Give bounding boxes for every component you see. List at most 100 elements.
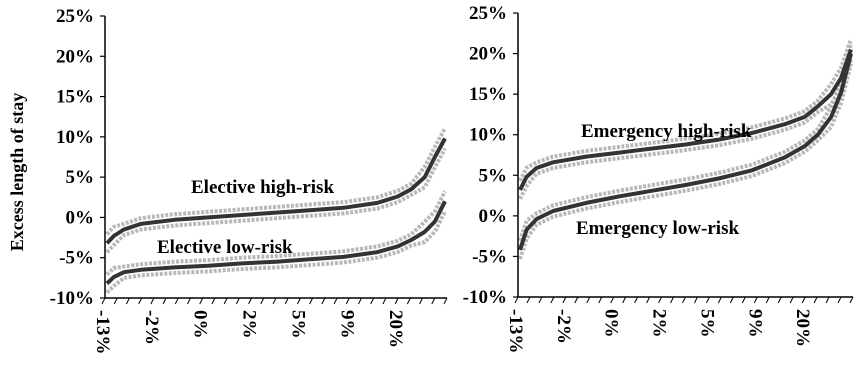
y-axis-ticks: -10% -5% 0% 5% 10% 15% 20% 25% bbox=[50, 6, 105, 309]
x-tick-label: 2% bbox=[239, 310, 260, 339]
x-tick-label: 20% bbox=[792, 309, 813, 347]
x-tick-mark bbox=[610, 296, 615, 304]
confidence-bands bbox=[105, 127, 447, 294]
x-tick-mark bbox=[248, 297, 253, 305]
x-tick-mark bbox=[309, 297, 314, 305]
x-tick-mark bbox=[789, 296, 794, 304]
x-tick-label: 2% bbox=[649, 309, 670, 338]
x-tick-mark bbox=[765, 296, 770, 304]
series-line bbox=[518, 53, 853, 251]
x-tick-mark bbox=[284, 297, 289, 305]
x-tick-mark bbox=[125, 297, 130, 305]
y-tick-label: 15% bbox=[56, 87, 94, 108]
x-tick-mark bbox=[777, 296, 782, 304]
confidence-band-line bbox=[105, 210, 447, 294]
x-tick-label: -13% bbox=[505, 309, 526, 353]
x-tick-mark bbox=[694, 296, 698, 304]
x-tick-mark bbox=[382, 297, 387, 305]
x-tick-mark bbox=[406, 297, 411, 305]
x-tick-mark bbox=[162, 297, 167, 305]
y-tick-label: 25% bbox=[469, 3, 507, 24]
x-tick-mark bbox=[574, 296, 579, 304]
axes bbox=[104, 16, 447, 299]
x-tick-label: -2% bbox=[553, 309, 574, 344]
x-tick-mark bbox=[296, 297, 301, 305]
x-tick-mark bbox=[150, 297, 155, 305]
y-tick-label: -10% bbox=[50, 288, 94, 309]
x-tick-mark bbox=[729, 296, 734, 304]
x-tick-mark bbox=[825, 296, 830, 304]
x-tick-mark bbox=[634, 296, 639, 304]
x-tick-mark bbox=[586, 296, 591, 304]
x-tick-mark bbox=[211, 297, 216, 305]
x-tick-mark bbox=[670, 296, 674, 304]
y-tick-label: 5% bbox=[479, 165, 508, 186]
y-tick-label: 25% bbox=[56, 6, 94, 27]
x-tick-mark bbox=[849, 296, 854, 304]
confidence-band-line bbox=[518, 38, 853, 182]
series-label-elective-high-risk: Elective high-risk bbox=[191, 177, 334, 198]
x-tick-mark bbox=[370, 297, 375, 305]
confidence-band-line bbox=[105, 190, 447, 276]
y-tick-label: 20% bbox=[469, 44, 507, 65]
x-tick-label: 0% bbox=[190, 310, 211, 339]
x-tick-mark bbox=[235, 297, 240, 305]
x-tick-mark bbox=[741, 296, 746, 304]
y-tick-label: -5% bbox=[472, 246, 507, 267]
x-axis-ticks: -13% -2% 0% 2% 5% 9% 20% bbox=[505, 296, 854, 353]
x-tick-mark bbox=[622, 296, 627, 304]
x-tick-mark bbox=[431, 297, 436, 305]
x-tick-mark bbox=[682, 296, 686, 304]
y-tick-label: -10% bbox=[463, 287, 507, 308]
series-label-elective-low-risk: Elective low-risk bbox=[157, 237, 293, 258]
x-tick-mark bbox=[717, 296, 722, 304]
x-tick-mark bbox=[658, 296, 663, 304]
x-tick-mark bbox=[646, 296, 651, 304]
x-tick-label: 5% bbox=[287, 310, 308, 339]
x-tick-mark bbox=[138, 297, 143, 305]
x-tick-mark bbox=[333, 297, 338, 305]
x-tick-mark bbox=[223, 297, 228, 305]
x-tick-mark bbox=[113, 297, 118, 305]
x-tick-label: 9% bbox=[744, 309, 765, 338]
x-tick-mark bbox=[526, 296, 531, 304]
x-tick-mark bbox=[562, 296, 567, 304]
x-tick-label: -13% bbox=[92, 310, 113, 354]
series-lines bbox=[518, 48, 853, 251]
x-tick-mark bbox=[321, 297, 326, 305]
x-tick-mark bbox=[801, 296, 806, 304]
y-tick-label: 0% bbox=[479, 206, 508, 227]
x-tick-mark bbox=[550, 296, 555, 304]
x-tick-mark bbox=[753, 296, 758, 304]
y-tick-label: 5% bbox=[66, 167, 95, 188]
x-tick-mark bbox=[419, 297, 424, 305]
x-tick-label: 20% bbox=[385, 310, 406, 348]
x-tick-mark bbox=[260, 297, 265, 305]
confidence-band-line bbox=[518, 42, 853, 242]
x-tick-mark bbox=[394, 297, 399, 305]
confidence-band-line bbox=[518, 59, 853, 200]
series-lines bbox=[105, 137, 447, 285]
x-tick-mark bbox=[705, 296, 710, 304]
x-tick-mark bbox=[345, 297, 350, 305]
x-tick-mark bbox=[358, 297, 362, 305]
y-tick-label: 20% bbox=[56, 46, 94, 67]
y-axis-title: Excess length of stay bbox=[7, 93, 27, 252]
series-line bbox=[105, 200, 447, 285]
y-tick-label: 0% bbox=[66, 207, 95, 228]
x-axis-ticks: -13% -2% 0% 2% 5% 9% 20% bbox=[92, 297, 448, 354]
x-tick-mark bbox=[272, 297, 277, 305]
x-tick-mark bbox=[443, 297, 448, 305]
x-tick-mark bbox=[514, 296, 519, 304]
x-tick-label: 5% bbox=[696, 309, 717, 338]
series-label-emergency-high-risk: Emergency high-risk bbox=[581, 121, 752, 142]
x-tick-label: -2% bbox=[141, 310, 162, 345]
series-label-emergency-low-risk: Emergency low-risk bbox=[576, 218, 739, 239]
confidence-band-line bbox=[105, 127, 447, 236]
series-line bbox=[105, 137, 447, 245]
x-tick-label: 9% bbox=[336, 310, 357, 339]
confidence-band-line bbox=[518, 63, 853, 260]
elective-chart: Excess length of stay -10% -5% 0% 5% 10% 15% 2… bbox=[7, 6, 448, 354]
